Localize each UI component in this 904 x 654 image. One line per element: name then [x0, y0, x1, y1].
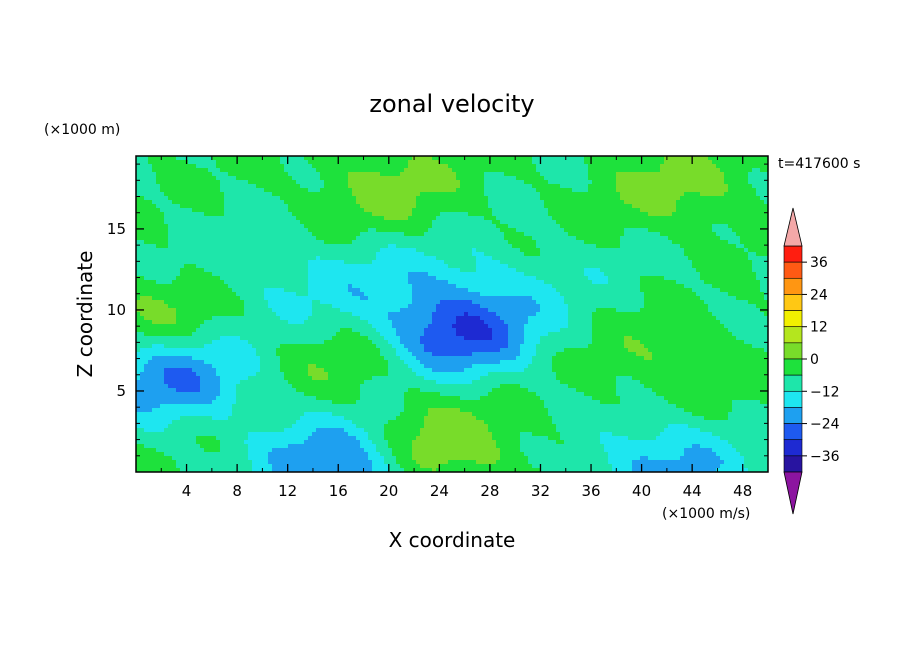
- colorbar-swatch: [783, 294, 803, 311]
- y-tick-label: 15: [107, 220, 126, 238]
- colorbar-swatch: [783, 245, 803, 263]
- colorbar-swatch: [783, 310, 803, 328]
- colorbar-under-triangle: [783, 471, 803, 515]
- colorbar-tick-label: −36: [810, 449, 840, 465]
- x-tick-label: 36: [581, 482, 600, 500]
- colorbar-over-triangle: [783, 207, 803, 247]
- colorbar-swatch: [783, 342, 803, 360]
- colorbar-tick-label: 36: [810, 255, 828, 271]
- colorbar-swatch: [783, 358, 803, 376]
- colorbar-swatch: [783, 439, 803, 457]
- x-tick-label: 48: [733, 482, 752, 500]
- x-tick-label: 16: [329, 482, 348, 500]
- colorbar-swatch: [783, 261, 803, 279]
- y-tick-label: 5: [116, 382, 126, 400]
- x-tick-label: 8: [232, 482, 242, 500]
- colorbar-swatch: [783, 407, 803, 424]
- colorbar-tick-label: 24: [810, 287, 828, 303]
- x-axis-label: X coordinate: [389, 528, 516, 552]
- x-tick-label: 12: [278, 482, 297, 500]
- y-unit-label: (×1000 m): [44, 122, 120, 138]
- x-tick-label: 44: [683, 482, 702, 500]
- x-tick-label: 20: [379, 482, 398, 500]
- y-axis-label: Z coordinate: [73, 251, 97, 378]
- chart-title: zonal velocity: [369, 90, 534, 118]
- x-tick-label: 28: [480, 482, 499, 500]
- colorbar-swatch: [783, 326, 803, 344]
- y-tick-label: 10: [107, 301, 126, 319]
- colorbar-tick-label: −12: [810, 384, 840, 400]
- colorbar-tick-label: 12: [810, 320, 828, 336]
- time-label: t=417600 s: [778, 156, 860, 172]
- colorbar-swatch: [783, 423, 803, 441]
- colorbar: 36 24 12 0 −12 −24 −36: [783, 207, 840, 515]
- colorbar-swatch: [783, 390, 803, 408]
- colorbar-unit-label: (×1000 m/s): [662, 506, 750, 522]
- heatmap-field: [136, 156, 768, 472]
- x-tick-label: 40: [632, 482, 651, 500]
- x-tick-label: 24: [430, 482, 449, 500]
- colorbar-swatch: [783, 277, 803, 295]
- x-tick-label: 4: [182, 482, 192, 500]
- x-tick-label: 32: [531, 482, 550, 500]
- colorbar-tick-label: −24: [810, 417, 840, 433]
- colorbar-swatch: [783, 374, 803, 392]
- colorbar-tick-label: 0: [810, 352, 819, 368]
- plot-frame: [135, 155, 769, 473]
- colorbar-swatch: [783, 455, 803, 473]
